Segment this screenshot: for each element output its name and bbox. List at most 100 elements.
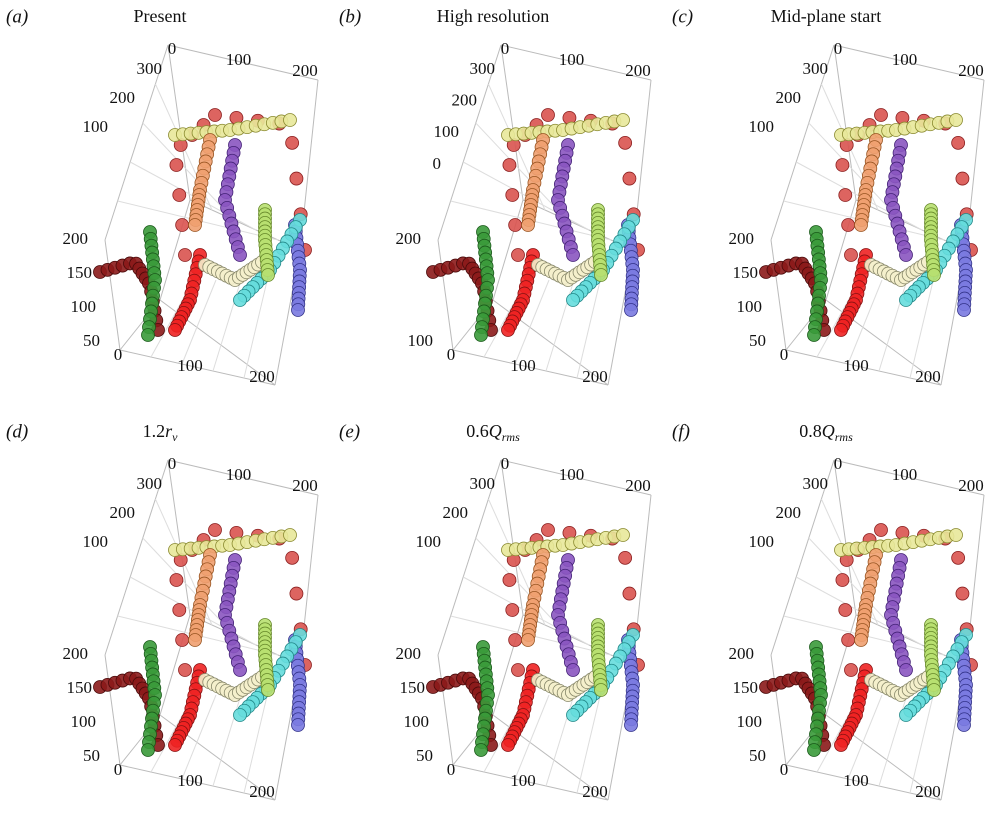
vortex-bead xyxy=(899,708,913,722)
vortex-bead xyxy=(508,633,523,647)
tick-label: 200 xyxy=(625,476,651,495)
vortex-bead xyxy=(807,328,821,342)
vortex-bead xyxy=(834,738,848,752)
vortex-bead xyxy=(927,683,941,697)
tick-label: 100 xyxy=(559,465,585,484)
tick-label: 100 xyxy=(226,50,252,69)
vortex-bead xyxy=(899,248,913,262)
tick-label: 200 xyxy=(110,88,136,107)
title-part: Q xyxy=(489,421,502,441)
vortex-bead xyxy=(854,633,868,647)
vortex-bead xyxy=(188,633,202,647)
axis-line xyxy=(500,459,652,496)
panel: (d) 1.2rv01002003002001002001501005001002… xyxy=(6,421,319,801)
vortex-bead xyxy=(168,738,182,752)
vortex-bead xyxy=(289,171,304,186)
tick-label: 0 xyxy=(780,760,789,779)
vortex-bead xyxy=(178,663,192,677)
axis-line xyxy=(167,459,319,496)
vortex-bead xyxy=(624,718,638,732)
vortex-bead xyxy=(233,663,247,677)
axis-line xyxy=(833,459,985,496)
axis-line xyxy=(104,459,169,656)
tick-label: 0 xyxy=(501,454,510,473)
axis-line xyxy=(167,459,191,616)
panel-label: (e) xyxy=(339,421,360,442)
axis-line xyxy=(833,44,985,81)
tick-label: 0 xyxy=(433,154,442,173)
tick-label: 200 xyxy=(249,782,275,801)
axis-line xyxy=(104,44,169,241)
vortex-bead xyxy=(949,113,963,127)
panel-title: 1.2rv xyxy=(143,421,179,444)
vortex-bead xyxy=(188,218,202,232)
tick-label: 0 xyxy=(501,39,510,58)
tick-label: 50 xyxy=(416,746,433,765)
grid-line xyxy=(808,537,901,636)
tick-label: 50 xyxy=(83,746,100,765)
axis-line xyxy=(825,199,857,301)
grid-line xyxy=(142,537,235,636)
tick-label: 300 xyxy=(470,59,496,78)
title-part: 0.6 xyxy=(466,421,489,441)
tick-label: 100 xyxy=(226,465,252,484)
tick-label: 300 xyxy=(137,474,163,493)
panel-label: (f) xyxy=(672,421,690,442)
grid-line xyxy=(545,684,578,787)
tick-label: 200 xyxy=(292,61,318,80)
vortex-bead xyxy=(594,268,608,282)
vortex-bead xyxy=(874,523,888,537)
axis-line xyxy=(833,459,857,616)
axis-line xyxy=(104,654,121,766)
vortex-bead xyxy=(951,135,966,150)
vortex-bead xyxy=(291,303,305,317)
tick-label: 200 xyxy=(729,644,755,663)
axis-line xyxy=(785,349,942,386)
vortex-bead xyxy=(834,323,848,337)
panel-label: (d) xyxy=(6,421,28,442)
tick-label: 200 xyxy=(249,367,275,386)
vortex-bead xyxy=(208,523,222,537)
vortex-bead xyxy=(841,218,856,232)
title-part: Q xyxy=(822,421,835,441)
grid-line xyxy=(545,269,578,372)
axis-line xyxy=(500,44,652,81)
vortex-bead xyxy=(899,663,913,677)
tick-label: 100 xyxy=(843,771,869,790)
axis-line xyxy=(833,44,857,201)
vortex-bead xyxy=(233,293,247,307)
tick-label: 100 xyxy=(177,771,203,790)
vortex-bead xyxy=(261,268,275,282)
tick-label: 100 xyxy=(843,356,869,375)
vortex-bead xyxy=(955,586,970,601)
tick-label: 0 xyxy=(834,39,843,58)
tick-label: 200 xyxy=(625,61,651,80)
vortex-bead xyxy=(844,248,858,262)
tick-label: 100 xyxy=(71,297,97,316)
grid-line xyxy=(181,694,217,780)
vortex-bead xyxy=(169,158,184,172)
panel-title: 0.6Qrms xyxy=(466,421,520,444)
tick-label: 0 xyxy=(114,760,123,779)
vortex-bead xyxy=(899,293,913,307)
vortex-bead xyxy=(141,328,155,342)
tick-label: 50 xyxy=(749,746,766,765)
vortex-bead xyxy=(874,108,888,122)
vortex-bead xyxy=(949,528,963,542)
vortex-bead xyxy=(618,135,633,150)
vortex-bead xyxy=(502,573,517,587)
vortex-bead xyxy=(175,633,190,647)
axis-line xyxy=(825,614,857,716)
title-part: Present xyxy=(134,6,187,26)
axis-line xyxy=(770,239,787,351)
tick-label: 100 xyxy=(510,771,536,790)
tick-label: 0 xyxy=(168,39,177,58)
vortex-bead xyxy=(957,303,971,317)
grid-line xyxy=(514,279,550,365)
vortex-bead xyxy=(208,108,222,122)
grid-line xyxy=(212,269,245,372)
panel-title: High resolution xyxy=(437,6,550,26)
title-part: rms xyxy=(502,430,520,444)
vortex-bead xyxy=(566,663,580,677)
axis-line xyxy=(119,349,276,386)
